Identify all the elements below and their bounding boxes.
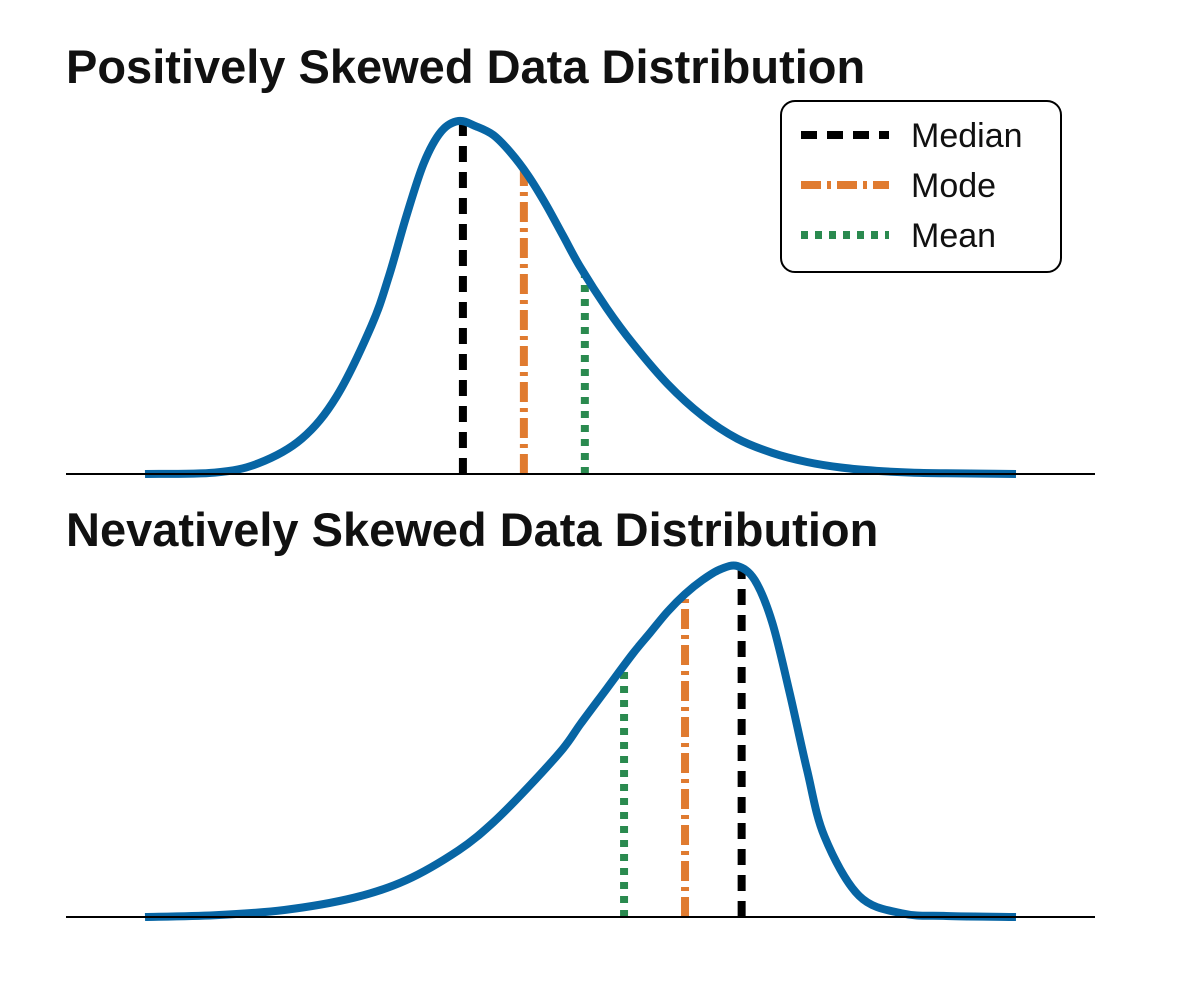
chart-negative-skew: Nevatively Skewed Data Distribution bbox=[66, 503, 1095, 921]
chart-title-negative: Nevatively Skewed Data Distribution bbox=[66, 503, 878, 556]
plot-area-negative bbox=[144, 561, 1017, 921]
distribution-curve bbox=[144, 116, 1017, 478]
legend-box bbox=[780, 100, 1062, 273]
plot-area-positive bbox=[144, 116, 1017, 478]
legend: Median Mode Mean bbox=[780, 100, 1062, 273]
legend-median-label: Median bbox=[911, 117, 1023, 155]
legend-mean-label: Mean bbox=[911, 217, 996, 255]
chart-positive-skew: Positively Skewed Data Distribution Medi… bbox=[66, 40, 1095, 478]
distribution-curve bbox=[144, 561, 1017, 921]
chart-title-positive: Positively Skewed Data Distribution bbox=[66, 40, 865, 93]
legend-mode-label: Mode bbox=[911, 167, 996, 205]
